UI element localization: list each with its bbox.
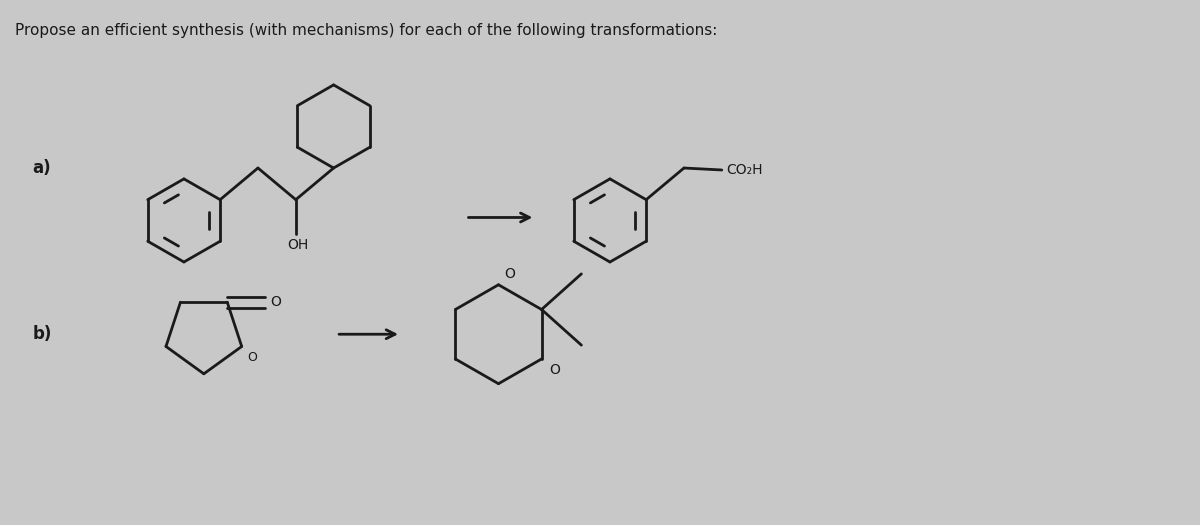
Text: O: O <box>270 295 281 309</box>
Text: O: O <box>550 363 560 377</box>
Text: Propose an efficient synthesis (with mechanisms) for each of the following trans: Propose an efficient synthesis (with mec… <box>14 23 718 38</box>
Text: O: O <box>247 351 258 364</box>
Text: CO₂H: CO₂H <box>726 163 762 177</box>
Text: b): b) <box>32 325 52 343</box>
Text: OH: OH <box>287 238 308 252</box>
Text: a): a) <box>32 159 52 177</box>
Text: O: O <box>504 267 515 281</box>
